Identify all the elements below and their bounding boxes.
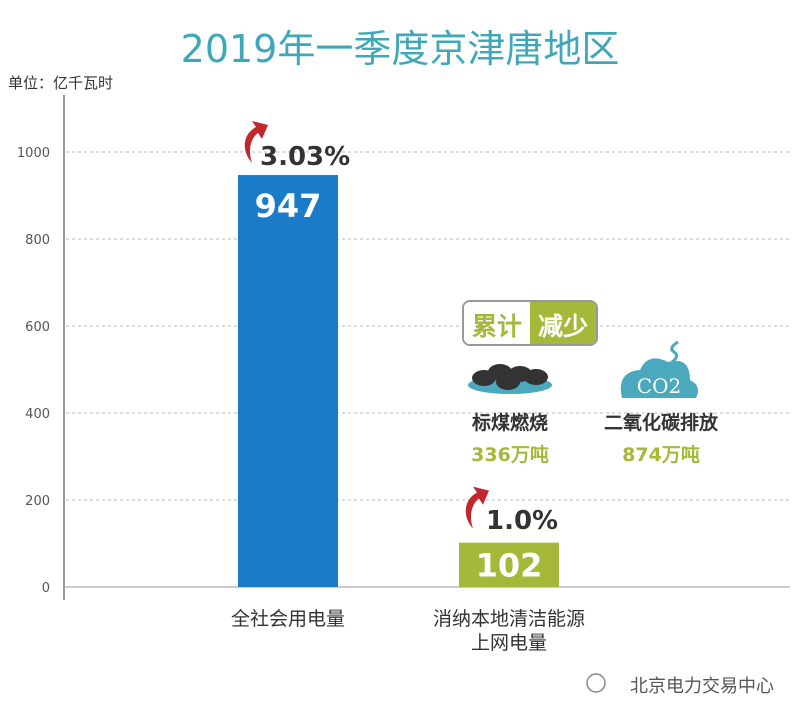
- y-tick-label: 200: [25, 494, 50, 509]
- bar-0: [238, 175, 338, 587]
- reduction-badge: 累计 减少: [462, 300, 599, 346]
- coal-lump: [524, 369, 548, 385]
- category-label-1b: 上网电量: [470, 632, 547, 654]
- y-tick-label: 800: [25, 233, 50, 248]
- chart-title: 2019年一季度京津唐地区: [180, 27, 620, 71]
- co2-icon-text: CO2: [636, 374, 682, 398]
- coal-lump: [496, 374, 520, 390]
- growth-label-0: 3.03%: [260, 142, 351, 172]
- y-tick-label: 600: [25, 320, 50, 335]
- growth-arrow-icon: [465, 486, 489, 529]
- coal-amount: 336万吨: [471, 444, 549, 466]
- bar-value-label-0: 947: [255, 187, 322, 225]
- bar-value-label-1: 102: [476, 547, 543, 585]
- co2-label: 二氧化碳排放: [603, 412, 718, 434]
- y-tick-label: 0: [42, 581, 50, 596]
- co2-cloud-icon: [620, 358, 698, 398]
- growth-arrow-icon: [244, 121, 268, 164]
- y-axis-unit: 单位：亿千瓦时: [8, 74, 114, 92]
- category-label-0: 全社会用电量: [230, 608, 345, 630]
- badge-right: 减少: [530, 302, 597, 344]
- y-tick-label: 1000: [17, 146, 50, 161]
- wechat-icon: [586, 673, 606, 693]
- badge-left: 累计: [464, 302, 531, 344]
- smoke-icon: [670, 340, 679, 364]
- coal-label: 标煤燃烧: [471, 412, 548, 434]
- growth-label-1: 1.0%: [486, 506, 559, 536]
- y-tick-label: 400: [25, 407, 50, 422]
- watermark: 北京电力交易中心: [630, 676, 774, 697]
- bar-1: [459, 542, 559, 587]
- co2-amount: 874万吨: [622, 444, 700, 466]
- category-label-1a: 消纳本地清洁能源: [432, 608, 585, 630]
